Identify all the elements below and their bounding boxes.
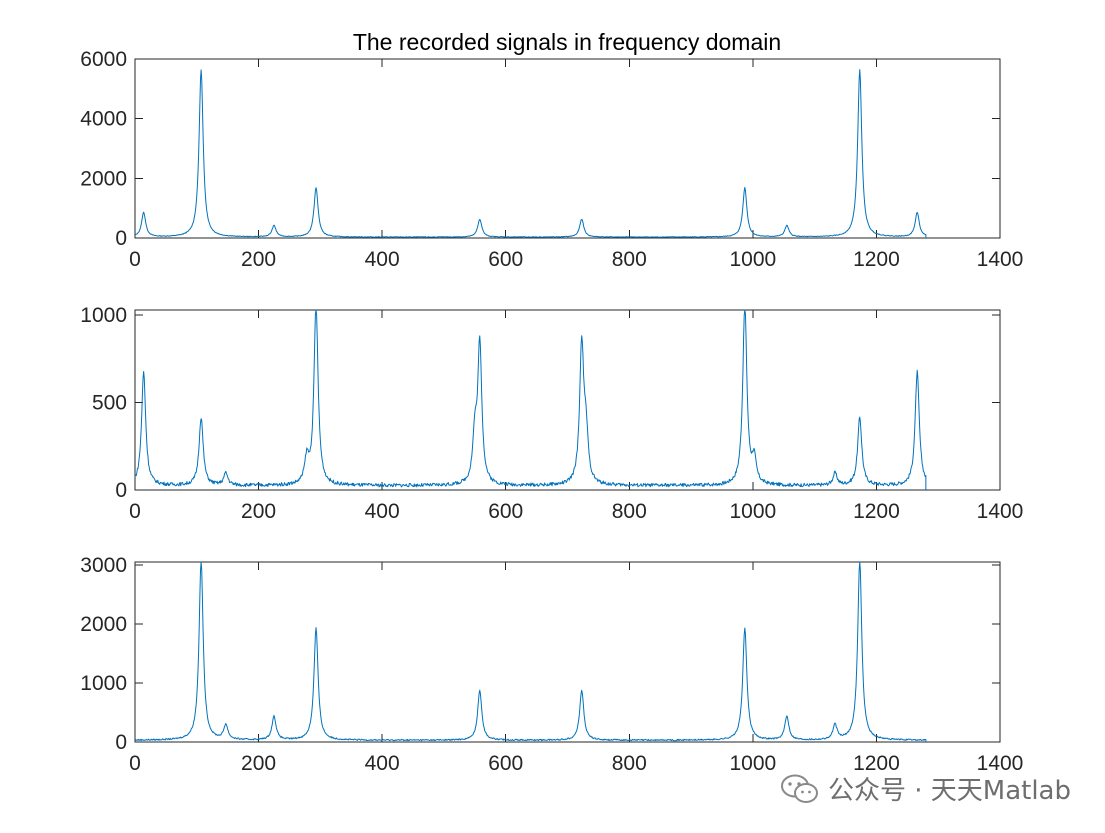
x-tick-label: 600 bbox=[488, 248, 523, 271]
watermark: 公众号 · 天天Matlab bbox=[780, 770, 1071, 807]
x-tick-label: 1200 bbox=[853, 752, 900, 775]
x-tick-label: 1200 bbox=[853, 500, 900, 523]
spectrum-series bbox=[134, 69, 927, 238]
x-tick-label: 1400 bbox=[977, 500, 1024, 523]
x-tick-label: 200 bbox=[241, 752, 276, 775]
x-tick-label: 1400 bbox=[977, 248, 1024, 271]
x-tick-label: 200 bbox=[241, 500, 276, 523]
axes-box bbox=[134, 58, 1001, 239]
subplot-3: 0 200 400 600 800 1000 1200 1400 0 1000 2000 3000 bbox=[80, 554, 1023, 775]
y-tick-label: 0 bbox=[115, 479, 127, 502]
y-tick-label: 1000 bbox=[80, 672, 127, 695]
x-tick-label: 0 bbox=[129, 500, 141, 523]
x-tick-label: 1000 bbox=[729, 248, 776, 271]
x-tick-label: 1400 bbox=[977, 752, 1024, 775]
y-tick-label: 1000 bbox=[80, 304, 127, 327]
y-tick-label: 2000 bbox=[80, 613, 127, 636]
subplot-1: 0 200 400 600 800 1000 1200 1400 0 2000 4000 6000 bbox=[80, 48, 1023, 271]
x-tick-label: 600 bbox=[488, 752, 523, 775]
chart-title: The recorded signals in frequency domain bbox=[353, 29, 781, 55]
x-tick-label: 0 bbox=[129, 752, 141, 775]
y-tick-label: 3000 bbox=[80, 554, 127, 577]
axes-box bbox=[134, 309, 1001, 491]
y-tick-label: 500 bbox=[92, 392, 127, 415]
watermark-text: 公众号 · 天天Matlab bbox=[827, 776, 1071, 806]
y-tick-label: 6000 bbox=[80, 48, 127, 71]
subplot-2: 0 200 400 600 800 1000 1200 1400 0 500 1000 bbox=[80, 304, 1023, 523]
y-tick-label: 0 bbox=[115, 731, 127, 754]
x-tick-label: 0 bbox=[129, 248, 141, 271]
x-tick-label: 600 bbox=[488, 500, 523, 523]
y-tick-label: 2000 bbox=[80, 167, 127, 190]
x-tick-label: 400 bbox=[365, 752, 400, 775]
x-tick-label: 800 bbox=[612, 752, 647, 775]
x-tick-label: 800 bbox=[612, 248, 647, 271]
spectrum-series bbox=[134, 309, 927, 490]
spectrum-series bbox=[134, 561, 927, 742]
x-tick-label: 1000 bbox=[729, 752, 776, 775]
wechat-icon bbox=[780, 774, 818, 803]
y-tick-label: 0 bbox=[115, 227, 127, 250]
x-tick-label: 400 bbox=[365, 248, 400, 271]
x-tick-label: 400 bbox=[365, 500, 400, 523]
x-tick-label: 800 bbox=[612, 500, 647, 523]
axes-box bbox=[134, 561, 1001, 743]
x-tick-label: 1000 bbox=[729, 500, 776, 523]
x-tick-label: 1200 bbox=[853, 248, 900, 271]
x-tick-label: 200 bbox=[241, 248, 276, 271]
y-tick-label: 4000 bbox=[80, 108, 127, 131]
